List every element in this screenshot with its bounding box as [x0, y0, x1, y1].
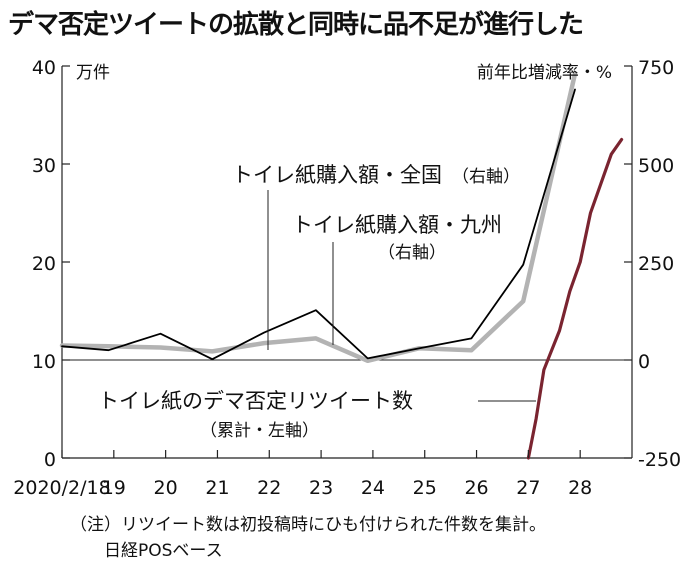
right-tick-label: 500 [638, 155, 674, 177]
series-axis-note-kyushu: （右軸） [378, 243, 446, 263]
series-line-2 [526, 137, 624, 460]
series-label-kyushu: トイレ紙購入額・九州 [292, 213, 502, 237]
x-tick-label: 27 [516, 477, 540, 499]
x-tick-label: 26 [464, 477, 488, 499]
series-axis-note-national: （右軸） [452, 167, 520, 187]
left-axis-unit: 万件 [76, 63, 110, 83]
right-tick-label: 750 [638, 57, 674, 79]
left-tick-label: 10 [32, 351, 56, 373]
x-tick-label: 19 [102, 477, 126, 499]
series-label-national: トイレ紙購入額・全国 [232, 163, 442, 187]
footnote: （注）リツイート数は初投稿時にひも付けられた件数を集計。 [70, 515, 546, 535]
right-axis-unit: 前年比増減率・% [477, 63, 612, 83]
x-tick-label: 23 [309, 477, 333, 499]
series-line-1 [59, 71, 578, 364]
chart-title: デマ否定ツイートの拡散と同時に品不足が進行した [8, 10, 584, 40]
left-tick-label: 40 [32, 57, 56, 79]
right-tick-label: -250 [638, 449, 681, 471]
left-tick-label: 20 [32, 253, 56, 275]
left-tick-label: 30 [32, 155, 56, 177]
x-tick-label: 25 [413, 477, 437, 499]
source-note: 日経POSベース [104, 541, 223, 561]
x-tick-label: 28 [568, 477, 592, 499]
series-axis-note-retweets: （累計・左軸） [200, 421, 319, 441]
right-tick-label: 0 [638, 351, 650, 373]
x-tick-label: 20 [154, 477, 178, 499]
right-tick-label: 250 [638, 253, 674, 275]
left-tick-label: 0 [44, 449, 56, 471]
series-label-retweets: トイレ紙のデマ否定リツイート数 [98, 389, 413, 413]
x-tick-label-first: 2020/2/18 [13, 477, 110, 499]
series-line-0 [61, 88, 576, 361]
x-tick-label: 21 [205, 477, 229, 499]
x-tick-label: 24 [361, 477, 385, 499]
x-tick-label: 22 [257, 477, 281, 499]
